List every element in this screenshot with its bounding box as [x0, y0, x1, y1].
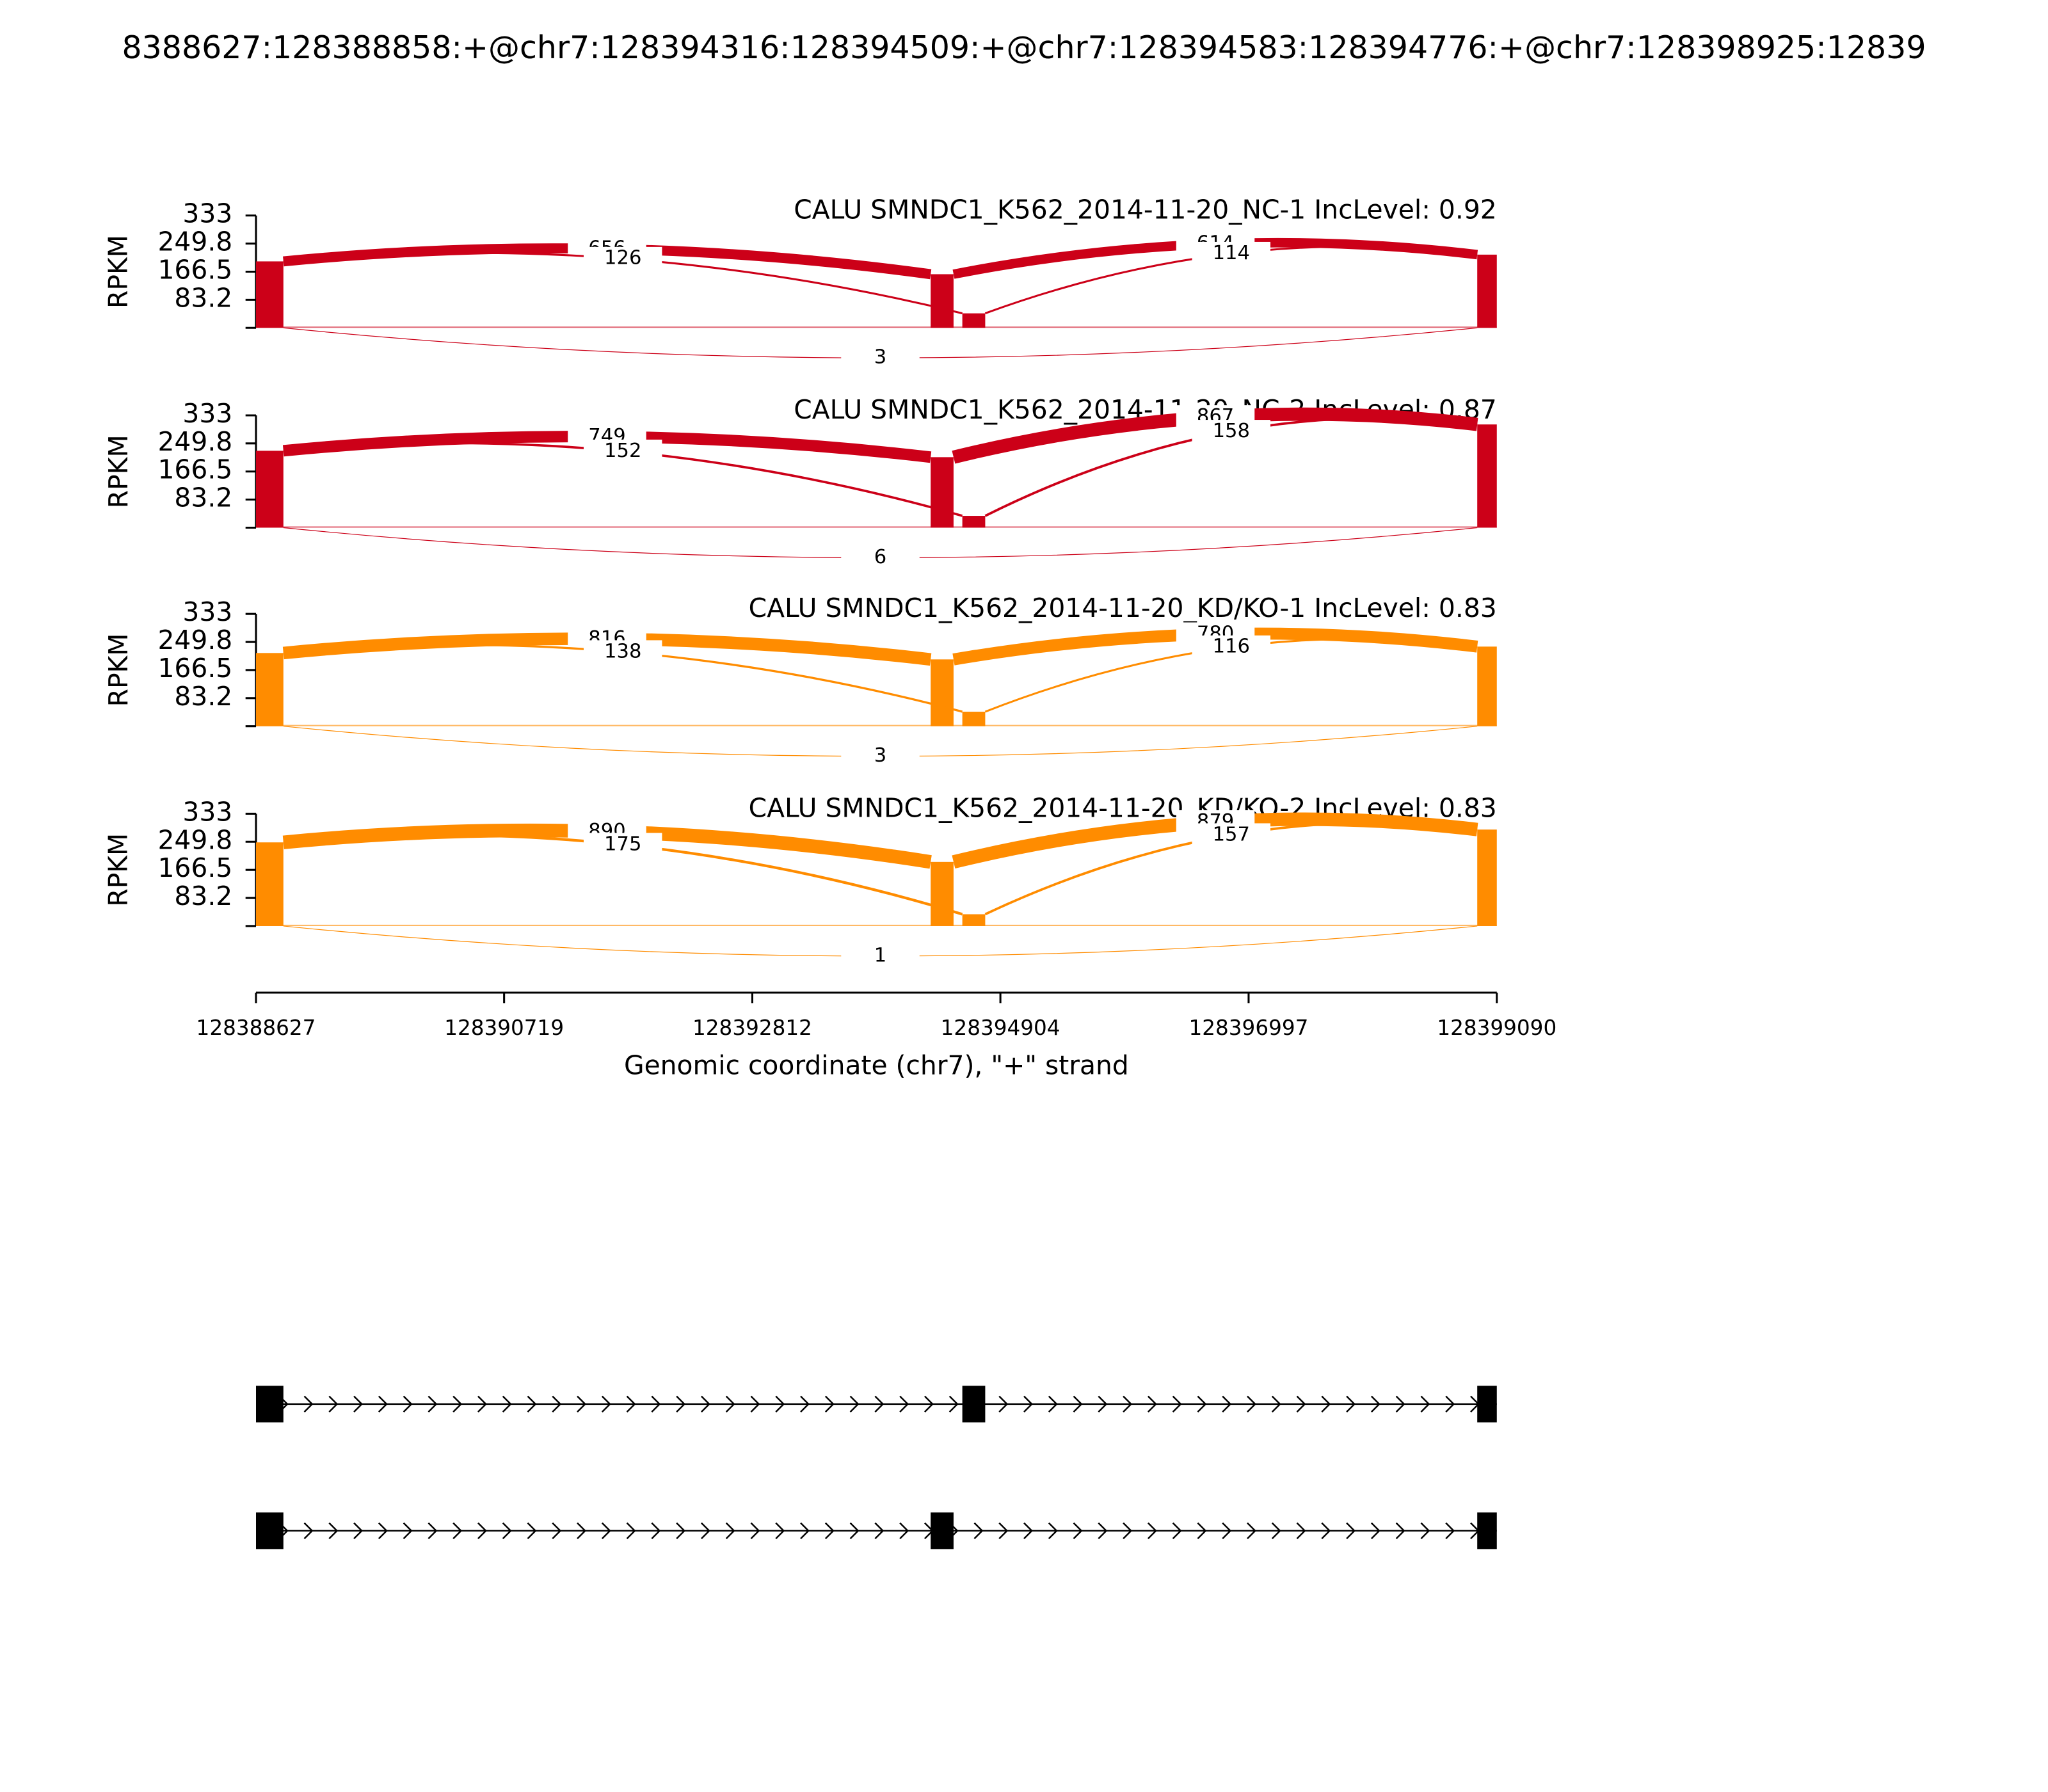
- coverage: [256, 653, 284, 726]
- coverage: [962, 313, 986, 328]
- count-label: 138: [604, 640, 641, 662]
- y-tick-label: 83.2: [174, 282, 232, 313]
- exon: [1477, 1512, 1497, 1549]
- count-label: 126: [604, 247, 641, 269]
- count-bg: [841, 944, 920, 968]
- count-bg: [583, 640, 662, 664]
- exon: [962, 1386, 986, 1423]
- y-tick-label: 333: [182, 398, 232, 429]
- y-tick-label: 249.8: [157, 426, 232, 457]
- strand-arrows: [278, 1395, 1480, 1412]
- count-label: 157: [1213, 823, 1250, 845]
- coverage: [931, 457, 954, 528]
- exon: [1477, 1386, 1497, 1423]
- chart-title: 8388627:128388858:+@chr7:128394316:12839…: [122, 29, 1926, 66]
- coverage: [256, 261, 284, 328]
- count-bg: [841, 744, 920, 768]
- y-tick-label: 83.2: [174, 483, 232, 513]
- count-label: 6: [874, 546, 886, 568]
- count-bg: [841, 346, 920, 370]
- x-tick-label: 128392812: [692, 1016, 812, 1040]
- count-bg: [1192, 420, 1271, 444]
- strand-arrows: [278, 1522, 1480, 1539]
- exon: [931, 1512, 954, 1549]
- count-bg: [583, 439, 662, 463]
- y-tick-label: 333: [182, 198, 232, 229]
- count-bg: [1192, 241, 1271, 266]
- x-tick-label: 128388627: [196, 1016, 316, 1040]
- x-axis-label: Genomic coordinate (chr7), "+" strand: [624, 1050, 1129, 1080]
- x-tick-label: 128390719: [444, 1016, 564, 1040]
- y-axis-label: RPKM: [103, 435, 134, 508]
- coverage: [931, 659, 954, 726]
- y-tick-label: 249.8: [157, 227, 232, 257]
- count-bg: [1192, 823, 1271, 847]
- coverage: [1477, 829, 1497, 926]
- count-label: 1: [874, 944, 886, 966]
- coverage: [931, 861, 954, 926]
- y-tick-label: 83.2: [174, 681, 232, 712]
- count-label: 158: [1213, 420, 1250, 442]
- coverage: [962, 516, 986, 528]
- y-tick-label: 83.2: [174, 881, 232, 911]
- y-tick-label: 249.8: [157, 824, 232, 855]
- coverage: [1477, 424, 1497, 528]
- panel-label: CALU SMNDC1_K562_2014-11-20_KD/KO-1 IncL…: [749, 593, 1497, 623]
- count-label: 152: [604, 440, 641, 462]
- exon: [256, 1512, 284, 1549]
- x-tick-label: 128399090: [1437, 1016, 1556, 1040]
- y-tick-label: 249.8: [157, 625, 232, 655]
- x-tick-label: 128396997: [1188, 1016, 1308, 1040]
- exon: [256, 1386, 284, 1423]
- y-tick-label: 166.5: [157, 852, 232, 883]
- count-bg: [841, 546, 920, 570]
- count-label: 175: [604, 833, 641, 855]
- y-tick-label: 166.5: [157, 653, 232, 684]
- count-label: 116: [1213, 636, 1250, 658]
- panel-label: CALU SMNDC1_K562_2014-11-20_NC-1 IncLeve…: [794, 195, 1497, 225]
- coverage: [962, 914, 986, 926]
- coverage: [931, 274, 954, 328]
- coverage: [1477, 254, 1497, 328]
- x-tick-label: 128394904: [941, 1016, 1060, 1040]
- y-axis-label: RPKM: [103, 833, 134, 907]
- coverage: [256, 842, 284, 926]
- count-label: 114: [1213, 242, 1250, 264]
- count-label: 3: [874, 744, 886, 767]
- y-tick-label: 166.5: [157, 454, 232, 485]
- count-bg: [583, 833, 662, 857]
- y-tick-label: 333: [182, 596, 232, 627]
- count-label: 3: [874, 346, 886, 369]
- y-axis-label: RPKM: [103, 633, 134, 707]
- y-tick-label: 166.5: [157, 254, 232, 285]
- count-bg: [1192, 635, 1271, 659]
- y-tick-label: 333: [182, 796, 232, 827]
- coverage: [256, 451, 284, 528]
- coverage: [962, 712, 986, 726]
- y-axis-label: RPKM: [103, 235, 134, 308]
- coverage: [1477, 646, 1497, 726]
- count-bg: [583, 246, 662, 271]
